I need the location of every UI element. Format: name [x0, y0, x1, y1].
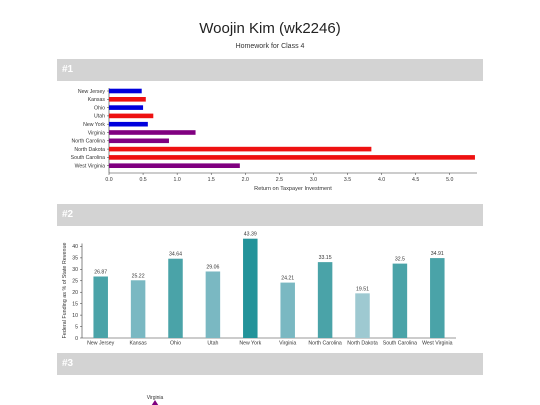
value-label-west-virginia: 34.91	[431, 251, 444, 257]
bar-virginia	[109, 130, 196, 135]
x-tick-label-west-virginia: West Virginia	[422, 341, 452, 347]
bar-new-jersey	[109, 88, 142, 94]
bar-new-jersey	[93, 276, 108, 338]
x-tick-label-new-york: New York	[239, 341, 261, 347]
value-label-utah: 29.06	[206, 264, 219, 270]
x-tick-label-utah: Utah	[207, 341, 218, 347]
y-tick-label-5: 5	[75, 324, 78, 330]
x-tick-label-3-0: 3.0	[310, 177, 317, 183]
bar-north-carolina	[317, 262, 333, 338]
value-label-north-carolina: 33.15	[319, 255, 332, 261]
y-tick-label-north-carolina: North Carolina	[72, 139, 106, 145]
value-label-new-jersey: 26.87	[94, 269, 107, 275]
x-tick-label-5-0: 5.0	[446, 177, 453, 183]
y-tick-label-25: 25	[72, 279, 78, 285]
section-header-2: #2	[57, 204, 483, 226]
section-header-1: #1	[57, 59, 483, 81]
y-tick-label-virginia: Virginia	[88, 130, 105, 136]
x-tick-label-4-0: 4.0	[378, 177, 385, 183]
bar-west-virginia	[109, 163, 240, 168]
value-label-virginia: 24.21	[281, 276, 294, 282]
value-label-ohio: 34.64	[169, 252, 182, 258]
section-header-3: #3	[57, 353, 483, 375]
y-tick-label-35: 35	[72, 256, 78, 262]
bar-ohio	[168, 258, 183, 338]
bar-new-york	[243, 238, 258, 338]
bar-south-carolina	[392, 263, 408, 338]
page-subtitle: Homework for Class 4	[235, 43, 305, 50]
x-axis-label: Return on Taxpayer Investment	[254, 186, 332, 192]
bar-north-dakota	[109, 146, 372, 152]
y-tick-label-ohio: Ohio	[94, 105, 105, 111]
bar-south-carolina	[109, 155, 475, 160]
y-tick-label-new-york: New York	[83, 122, 105, 128]
y-tick-label-west-virginia: West Virginia	[75, 164, 105, 170]
y-tick-label-utah: Utah	[94, 114, 105, 120]
section-3-chart: Virginia	[147, 395, 164, 405]
value-label-new-york: 43.39	[244, 232, 257, 238]
page-title: Woojin Kim (wk2246)	[199, 20, 341, 37]
bar-utah	[205, 271, 221, 338]
value-label-south-carolina: 32.5	[395, 257, 405, 263]
y-tick-label-40: 40	[72, 244, 78, 250]
bar-virginia	[280, 282, 295, 338]
value-label-kansas: 25.22	[132, 273, 145, 279]
x-tick-label-1-0: 1.0	[174, 177, 181, 183]
value-label-north-dakota: 19.51	[356, 286, 369, 292]
x-tick-label-3-5: 3.5	[344, 177, 351, 183]
x-tick-label-2-0: 2.0	[242, 177, 249, 183]
virginia-marker	[151, 400, 159, 405]
bar-north-carolina	[109, 138, 169, 144]
x-tick-label-north-dakota: North Dakota	[347, 341, 378, 347]
roi-bar-chart: New Jersey Kansas Ohio Utah New York Virginia…	[71, 88, 477, 192]
federal-funding-bar-chart: 0 5 10 15 20 25 30 35 40 26.87 New Jersey 25.22 Kans…	[62, 232, 456, 347]
x-tick-label-north-carolina: North Carolina	[308, 341, 342, 347]
y-tick-label-10: 10	[72, 313, 78, 319]
y-tick-label-new-jersey: New Jersey	[78, 89, 106, 95]
bar-west-virginia	[430, 258, 445, 338]
bar-utah	[109, 113, 154, 119]
y-tick-label-north-dakota: North Dakota	[74, 147, 105, 153]
x-tick-label-1-5: 1.5	[208, 177, 215, 183]
y-tick-label-0: 0	[75, 336, 78, 342]
x-tick-label-kansas: Kansas	[129, 341, 147, 347]
x-tick-label-new-jersey: New Jersey	[87, 341, 115, 347]
bar-kansas	[109, 97, 146, 102]
bar-north-dakota	[355, 293, 370, 338]
x-tick-label-4-5: 4.5	[412, 177, 419, 183]
y-tick-label-kansas: Kansas	[88, 97, 106, 103]
y-tick-label-15: 15	[72, 301, 78, 307]
y-axis-label: Federal Funding as % of State Revenue	[62, 243, 68, 339]
x-tick-label-2-5: 2.5	[276, 177, 283, 183]
x-tick-label-0-5: 0.5	[139, 177, 146, 183]
x-tick-label-ohio: Ohio	[170, 341, 181, 347]
bar-new-york	[109, 121, 148, 127]
bar-kansas	[130, 280, 146, 338]
x-tick-label-south-carolina: South Carolina	[383, 341, 417, 347]
bar-ohio	[109, 105, 144, 110]
x-tick-label-virginia: Virginia	[279, 341, 296, 347]
virginia-label: Virginia	[147, 395, 164, 401]
y-tick-label-30: 30	[72, 267, 78, 273]
x-tick-label-0-0: 0.0	[105, 177, 112, 183]
y-tick-label-south-carolina: South Carolina	[71, 155, 105, 161]
y-tick-label-20: 20	[72, 290, 78, 296]
